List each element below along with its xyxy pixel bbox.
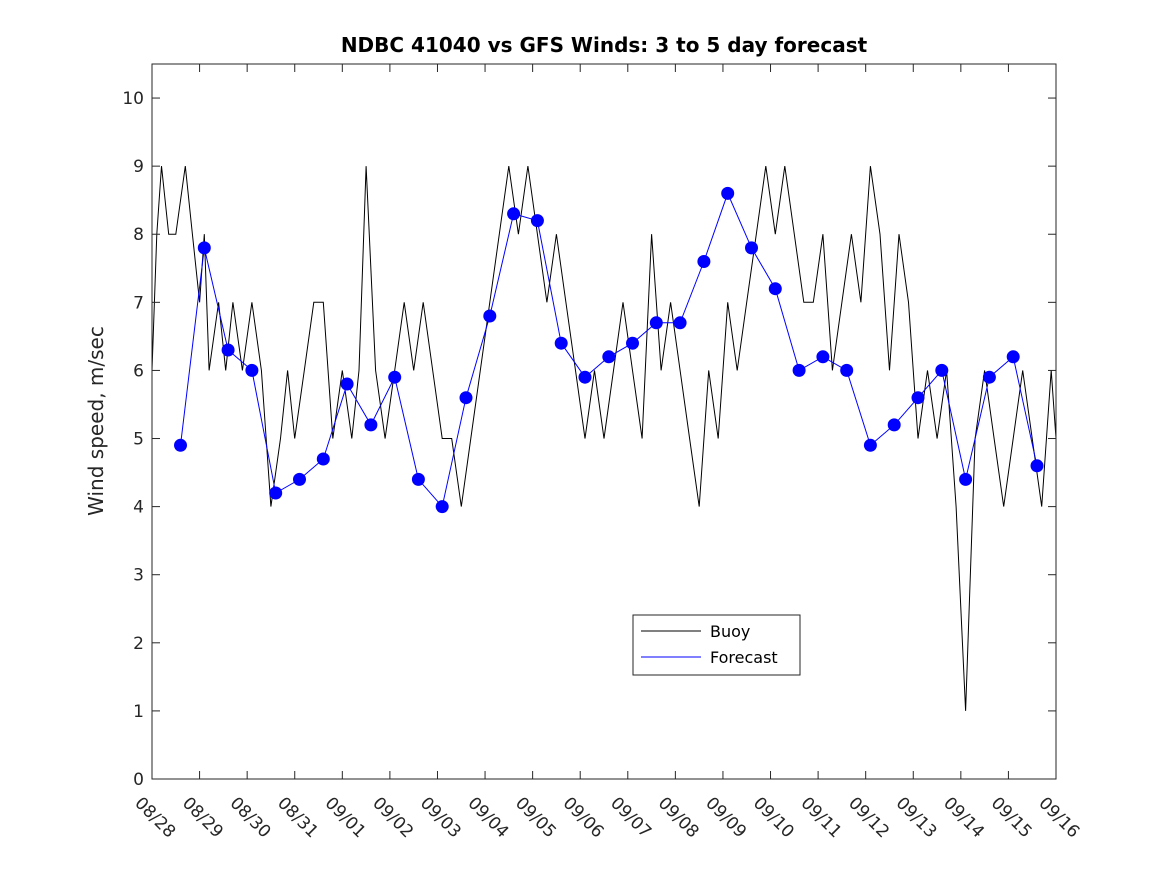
- y-tick-label: 7: [133, 293, 144, 313]
- forecast-point: [364, 418, 378, 432]
- forecast-point: [578, 370, 592, 384]
- forecast-point: [459, 391, 473, 405]
- y-tick-label: 0: [133, 770, 144, 790]
- forecast-point: [483, 309, 497, 323]
- forecast-point: [507, 207, 521, 221]
- forecast-point: [768, 282, 782, 296]
- legend-label-buoy: Buoy: [710, 622, 750, 641]
- y-tick-label: 3: [133, 566, 144, 586]
- y-tick-label: 1: [133, 702, 144, 722]
- forecast-point: [911, 391, 925, 405]
- forecast-point: [745, 241, 758, 255]
- forecast-point: [174, 438, 187, 452]
- forecast-point: [673, 316, 687, 330]
- y-tick-label: 5: [133, 430, 144, 450]
- y-tick-label: 2: [133, 634, 144, 654]
- axes-frame: [151, 63, 1057, 780]
- chart-title: NDBC 41040 vs GFS Winds: 3 to 5 day fore…: [341, 33, 868, 57]
- forecast-point: [530, 214, 544, 228]
- y-tick-label: 6: [133, 361, 144, 381]
- forecast-point: [340, 377, 354, 391]
- forecast-point: [388, 370, 402, 384]
- forecast-point: [792, 363, 806, 377]
- y-tick-label: 9: [133, 157, 144, 177]
- forecast-point: [887, 418, 901, 432]
- legend-box: [632, 614, 801, 676]
- forecast-point: [1030, 459, 1044, 473]
- forecast-point: [863, 438, 877, 452]
- forecast-point: [411, 472, 425, 486]
- forecast-point: [316, 452, 330, 466]
- forecast-point: [982, 370, 996, 384]
- forecast-point: [221, 343, 235, 357]
- forecast-point: [554, 336, 568, 350]
- forecast-point: [649, 316, 663, 330]
- forecast-point: [697, 255, 711, 268]
- y-axis-label: Wind speed, m/sec: [84, 326, 108, 516]
- legend-label-forecast: Forecast: [710, 648, 778, 667]
- forecast-point: [626, 336, 639, 350]
- y-tick-label: 4: [133, 498, 144, 518]
- y-tick-label: 10: [122, 89, 144, 109]
- forecast-point: [293, 472, 306, 486]
- series-line-buoy: [151, 166, 1057, 711]
- forecast-point: [935, 363, 949, 377]
- legend: Buoy Forecast: [632, 614, 801, 676]
- forecast-point: [959, 472, 973, 486]
- forecast-point: [197, 241, 211, 255]
- forecast-point: [602, 350, 616, 364]
- forecast-point: [840, 363, 854, 377]
- y-tick-label: 8: [133, 225, 144, 245]
- forecast-point: [816, 350, 830, 364]
- forecast-point: [721, 186, 735, 200]
- forecast-point: [269, 486, 283, 500]
- forecast-point: [435, 500, 449, 514]
- forecast-point: [245, 363, 259, 377]
- forecast-point: [1006, 350, 1020, 364]
